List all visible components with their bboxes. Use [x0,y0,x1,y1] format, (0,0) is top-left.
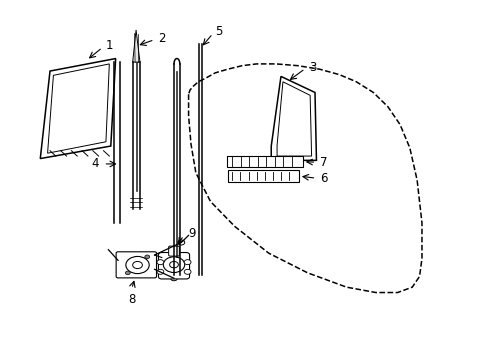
Text: 4: 4 [91,157,99,170]
Circle shape [178,240,184,245]
Circle shape [125,271,130,275]
Circle shape [170,276,177,281]
Text: 2: 2 [158,32,165,45]
Circle shape [157,260,163,265]
Text: 7: 7 [319,156,326,169]
Text: 6: 6 [319,172,326,185]
Circle shape [184,260,191,265]
Text: 1: 1 [106,39,113,52]
FancyBboxPatch shape [228,170,298,182]
Circle shape [184,269,191,274]
FancyBboxPatch shape [158,252,189,279]
Polygon shape [132,30,140,62]
FancyBboxPatch shape [116,252,156,278]
Text: 8: 8 [128,293,135,306]
FancyBboxPatch shape [227,156,302,167]
Circle shape [157,269,163,274]
Text: 3: 3 [308,61,315,74]
FancyBboxPatch shape [168,246,179,256]
Text: 5: 5 [215,25,222,38]
Circle shape [144,255,149,258]
Text: 9: 9 [188,227,196,240]
